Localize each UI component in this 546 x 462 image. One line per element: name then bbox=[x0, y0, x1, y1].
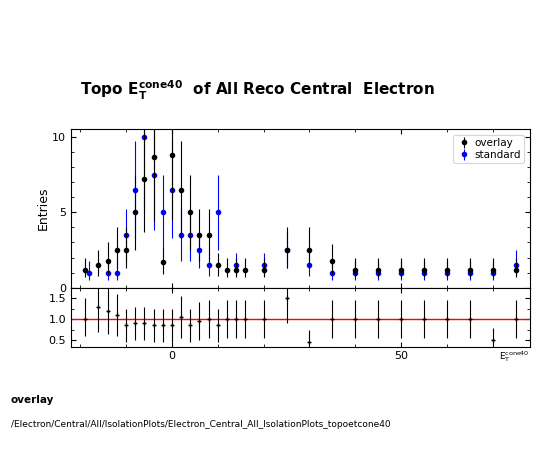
Legend: overlay, standard: overlay, standard bbox=[453, 134, 524, 163]
Text: Topo $\mathregular{E_T^{cone40}}$  of All Reco Central  Electron: Topo $\mathregular{E_T^{cone40}}$ of All… bbox=[80, 79, 435, 102]
Text: $\mathregular{E_T^{cone40}}$: $\mathregular{E_T^{cone40}}$ bbox=[499, 349, 530, 364]
Text: /Electron/Central/All/IsolationPlots/Electron_Central_All_IsolationPlots_topoetc: /Electron/Central/All/IsolationPlots/Ele… bbox=[11, 420, 390, 429]
Text: overlay: overlay bbox=[11, 395, 54, 405]
Y-axis label: Entries: Entries bbox=[37, 187, 49, 230]
